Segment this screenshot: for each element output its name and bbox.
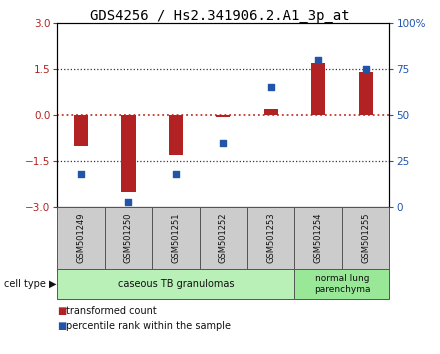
Bar xyxy=(264,109,278,115)
Point xyxy=(77,171,84,177)
Text: GSM501253: GSM501253 xyxy=(266,213,275,263)
Point xyxy=(125,199,132,204)
Text: GDS4256 / Hs2.341906.2.A1_3p_at: GDS4256 / Hs2.341906.2.A1_3p_at xyxy=(90,9,350,23)
Point xyxy=(267,85,274,90)
Bar xyxy=(216,115,231,116)
Bar xyxy=(169,115,183,155)
Text: GSM501252: GSM501252 xyxy=(219,213,228,263)
Text: GSM501254: GSM501254 xyxy=(314,213,323,263)
Text: caseous TB granulomas: caseous TB granulomas xyxy=(117,279,234,289)
Bar xyxy=(121,115,136,192)
Text: ■: ■ xyxy=(57,306,66,316)
Text: ■: ■ xyxy=(57,321,66,331)
Point xyxy=(220,140,227,145)
Point xyxy=(362,66,369,72)
Text: normal lung
parenchyma: normal lung parenchyma xyxy=(314,274,370,294)
Bar xyxy=(74,115,88,146)
Point xyxy=(172,171,180,177)
Text: GSM501255: GSM501255 xyxy=(361,213,370,263)
Text: transformed count: transformed count xyxy=(66,306,157,316)
Point xyxy=(315,57,322,63)
Text: GSM501251: GSM501251 xyxy=(171,213,180,263)
Text: GSM501250: GSM501250 xyxy=(124,213,133,263)
Text: GSM501249: GSM501249 xyxy=(77,213,85,263)
Text: cell type ▶: cell type ▶ xyxy=(4,279,57,289)
Text: percentile rank within the sample: percentile rank within the sample xyxy=(66,321,231,331)
Bar xyxy=(311,63,325,115)
Bar xyxy=(359,72,373,115)
